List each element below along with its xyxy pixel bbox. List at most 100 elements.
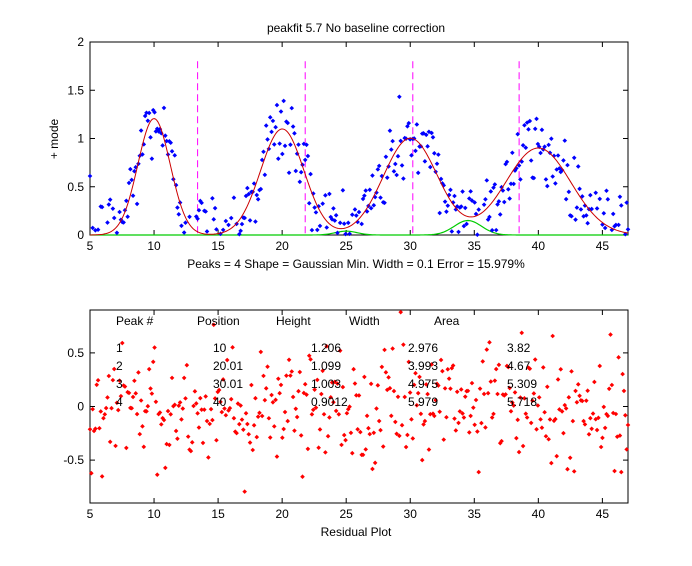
table-header-width: Width [349,314,380,328]
data-point [199,200,204,206]
residual-point [620,371,625,377]
residual-point [419,457,425,463]
data-point [584,213,589,218]
residual-point [387,385,393,391]
residual-point [594,427,600,433]
residual-point [296,388,301,394]
residual-point [500,392,506,397]
data-point [602,225,608,231]
residual-point [223,412,229,418]
residual-point [524,415,530,420]
residual-point [563,406,569,411]
data-point [289,105,295,111]
residual-point [203,394,208,399]
data-point [126,180,132,186]
table-header-position: Position [197,314,240,328]
residual-point [282,409,288,415]
residual-point [592,379,597,385]
residual-point [364,413,370,419]
residual-point [409,417,414,422]
residual-point [255,414,261,419]
data-point [413,148,418,154]
data-point [511,181,516,187]
residual-point [472,422,477,428]
residual-point [418,411,424,417]
residual-point [347,404,352,410]
residual-point [488,379,494,384]
data-point [371,202,377,208]
component-curve [90,219,628,236]
residual-point [153,399,159,405]
residual-point [331,399,336,405]
residual-point [567,455,573,461]
x-tick-label: 40 [532,239,546,253]
residual-point [399,422,405,428]
data-point [448,187,453,193]
data-point [347,231,352,237]
table-cell: 1 [116,341,123,355]
table-cell: 1.206 [311,341,341,355]
residual-point [602,425,608,431]
data-point [403,136,409,141]
residual-point [224,357,230,363]
residual-point [344,410,350,416]
residual-point [210,417,215,423]
residual-point [386,375,391,380]
residual-point [617,433,623,438]
data-point [558,169,564,175]
table-cell: 2.976 [408,341,438,355]
residual-point [522,396,527,401]
residual-point [405,432,410,438]
data-point [543,177,549,182]
data-point [430,134,436,140]
table-cell: 1.099 [311,359,341,373]
residual-point [132,378,137,384]
residual-point [528,420,534,426]
residual-point [363,447,369,452]
residual-point [202,407,207,412]
data-point [95,227,101,232]
residual-point [422,418,428,424]
residual-point [372,460,378,466]
residual-point [199,407,204,412]
residual-point [581,418,586,424]
residual-point [113,443,118,449]
residual-point [462,394,468,399]
residual-point [546,436,551,442]
residual-point [421,422,426,427]
y-tick-label: 0.5 [67,180,84,194]
residual-point [473,397,479,403]
data-point [273,124,278,130]
data-point [399,163,405,168]
data-point [575,164,581,169]
data-point [508,181,514,187]
residual-point [457,409,463,414]
data-point [271,142,277,147]
residual-point [565,466,570,472]
data-point [446,192,452,198]
residual-point [160,415,165,421]
data-point [391,169,397,174]
residual-point [553,416,558,422]
data-point [411,136,417,141]
data-point [125,214,130,220]
data-point [489,227,495,233]
residual-point [304,392,309,397]
residual-point [231,415,237,421]
residual-point [401,342,406,347]
data-point [384,175,390,180]
residual-point [614,434,620,439]
residual-point [429,362,434,367]
residual-point [281,426,286,432]
data-point [282,143,288,149]
data-point [578,207,584,212]
data-point [345,220,351,226]
residual-point [492,378,498,383]
data-point [247,218,253,223]
data-point [332,218,338,223]
data-point [604,188,609,194]
residual-point [263,386,269,391]
residual-point [343,437,348,443]
residual-point [325,433,331,439]
residual-point [336,411,342,417]
